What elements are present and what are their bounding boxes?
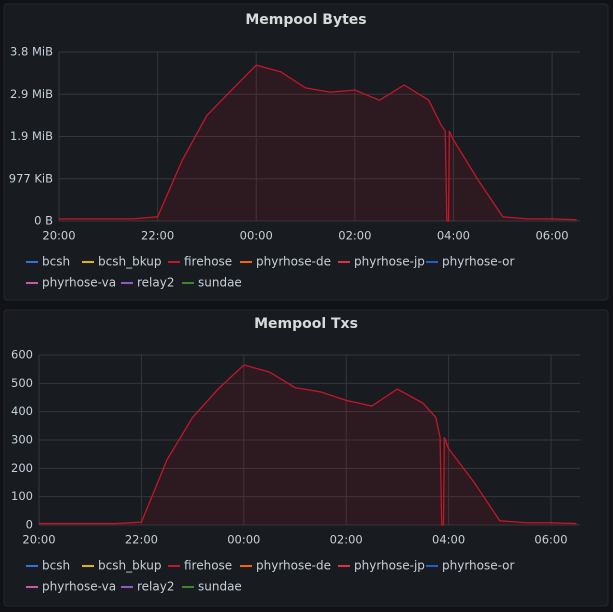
series-area (59, 65, 577, 221)
legend-label: bcsh (42, 559, 70, 573)
x-tick-label: 04:00 (432, 533, 465, 547)
y-tick-label: 100 (11, 489, 33, 503)
x-tick-label: 22:00 (125, 533, 158, 547)
series-line (59, 64, 577, 222)
y-tick-label: 0 B (34, 214, 53, 228)
legend-label: phyrhose-or (442, 255, 515, 269)
legend-label: phyrhose-jp (354, 559, 425, 573)
y-tick-label: 600 (11, 348, 33, 362)
y-tick-label: 500 (11, 376, 33, 390)
legend-label: firehose (184, 559, 232, 573)
y-tick-label: 0 (26, 518, 33, 532)
y-tick-label: 2.9 MiB (10, 87, 53, 101)
y-tick-label: 1.9 MiB (10, 129, 53, 143)
x-tick-label: 00:00 (240, 229, 273, 243)
x-tick-label: 20:00 (22, 533, 55, 547)
legend-label: sundae (198, 580, 242, 594)
legend-label: phyrhose-va (42, 580, 116, 594)
legend-label: relay2 (137, 580, 174, 594)
panel-title: Mempool Bytes (245, 12, 366, 28)
legend-label: phyrhose-or (442, 559, 515, 573)
panel-title: Mempool Txs (254, 316, 358, 332)
legend-label: firehose (184, 255, 232, 269)
series-line (39, 364, 577, 526)
legend-label: bcsh_bkup (98, 255, 162, 269)
x-tick-label: 22:00 (141, 229, 174, 243)
y-tick-label: 977 KiB (9, 171, 53, 185)
legend-label: phyrhose-jp (354, 255, 425, 269)
y-tick-label: 300 (11, 433, 33, 447)
panel (3, 309, 609, 607)
y-tick-label: 200 (11, 461, 33, 475)
legend-label: phyrhose-de (256, 559, 331, 573)
legend-label: sundae (198, 276, 242, 290)
y-tick-label: 400 (11, 404, 33, 418)
legend-label: bcsh_bkup (98, 559, 162, 573)
y-tick-label: 3.8 MiB (10, 45, 53, 59)
x-tick-label: 06:00 (534, 533, 567, 547)
panel (3, 3, 609, 301)
legend-label: relay2 (137, 276, 174, 290)
legend-label: phyrhose-va (42, 276, 116, 290)
x-tick-label: 04:00 (437, 229, 470, 243)
x-tick-label: 06:00 (535, 229, 568, 243)
x-tick-label: 00:00 (227, 533, 260, 547)
x-tick-label: 02:00 (330, 533, 363, 547)
legend-label: phyrhose-de (256, 255, 331, 269)
series-area (39, 364, 577, 525)
x-tick-label: 20:00 (42, 229, 75, 243)
x-tick-label: 02:00 (338, 229, 371, 243)
legend-label: bcsh (42, 255, 70, 269)
